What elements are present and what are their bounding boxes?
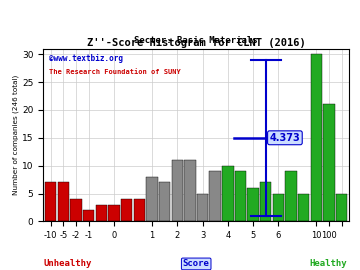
Bar xyxy=(273,194,284,221)
Bar xyxy=(45,182,57,221)
Title: Z''-Score Histogram for CLNT (2016): Z''-Score Histogram for CLNT (2016) xyxy=(87,38,306,48)
Text: Unhealthy: Unhealthy xyxy=(44,259,92,268)
Bar xyxy=(96,205,107,221)
Bar xyxy=(222,166,234,221)
Bar xyxy=(210,171,221,221)
Bar xyxy=(323,104,335,221)
Bar xyxy=(83,210,94,221)
Y-axis label: Number of companies (246 total): Number of companies (246 total) xyxy=(13,75,19,195)
Bar xyxy=(134,199,145,221)
Text: The Research Foundation of SUNY: The Research Foundation of SUNY xyxy=(49,69,181,75)
Bar xyxy=(184,160,195,221)
Text: Sector: Basic Materials: Sector: Basic Materials xyxy=(134,36,258,45)
Bar xyxy=(285,171,297,221)
Bar xyxy=(159,182,170,221)
Text: Score: Score xyxy=(183,259,210,268)
Bar xyxy=(197,194,208,221)
Bar xyxy=(121,199,132,221)
Bar xyxy=(235,171,246,221)
Bar xyxy=(311,54,322,221)
Bar xyxy=(71,199,82,221)
Bar xyxy=(58,182,69,221)
Bar xyxy=(247,188,259,221)
Text: Healthy: Healthy xyxy=(309,259,347,268)
Bar xyxy=(260,182,271,221)
Bar xyxy=(172,160,183,221)
Bar xyxy=(146,177,158,221)
Text: 4.373: 4.373 xyxy=(270,133,300,143)
Bar xyxy=(298,194,309,221)
Bar xyxy=(108,205,120,221)
Bar xyxy=(336,194,347,221)
Text: ©www.textbiz.org: ©www.textbiz.org xyxy=(49,54,123,63)
